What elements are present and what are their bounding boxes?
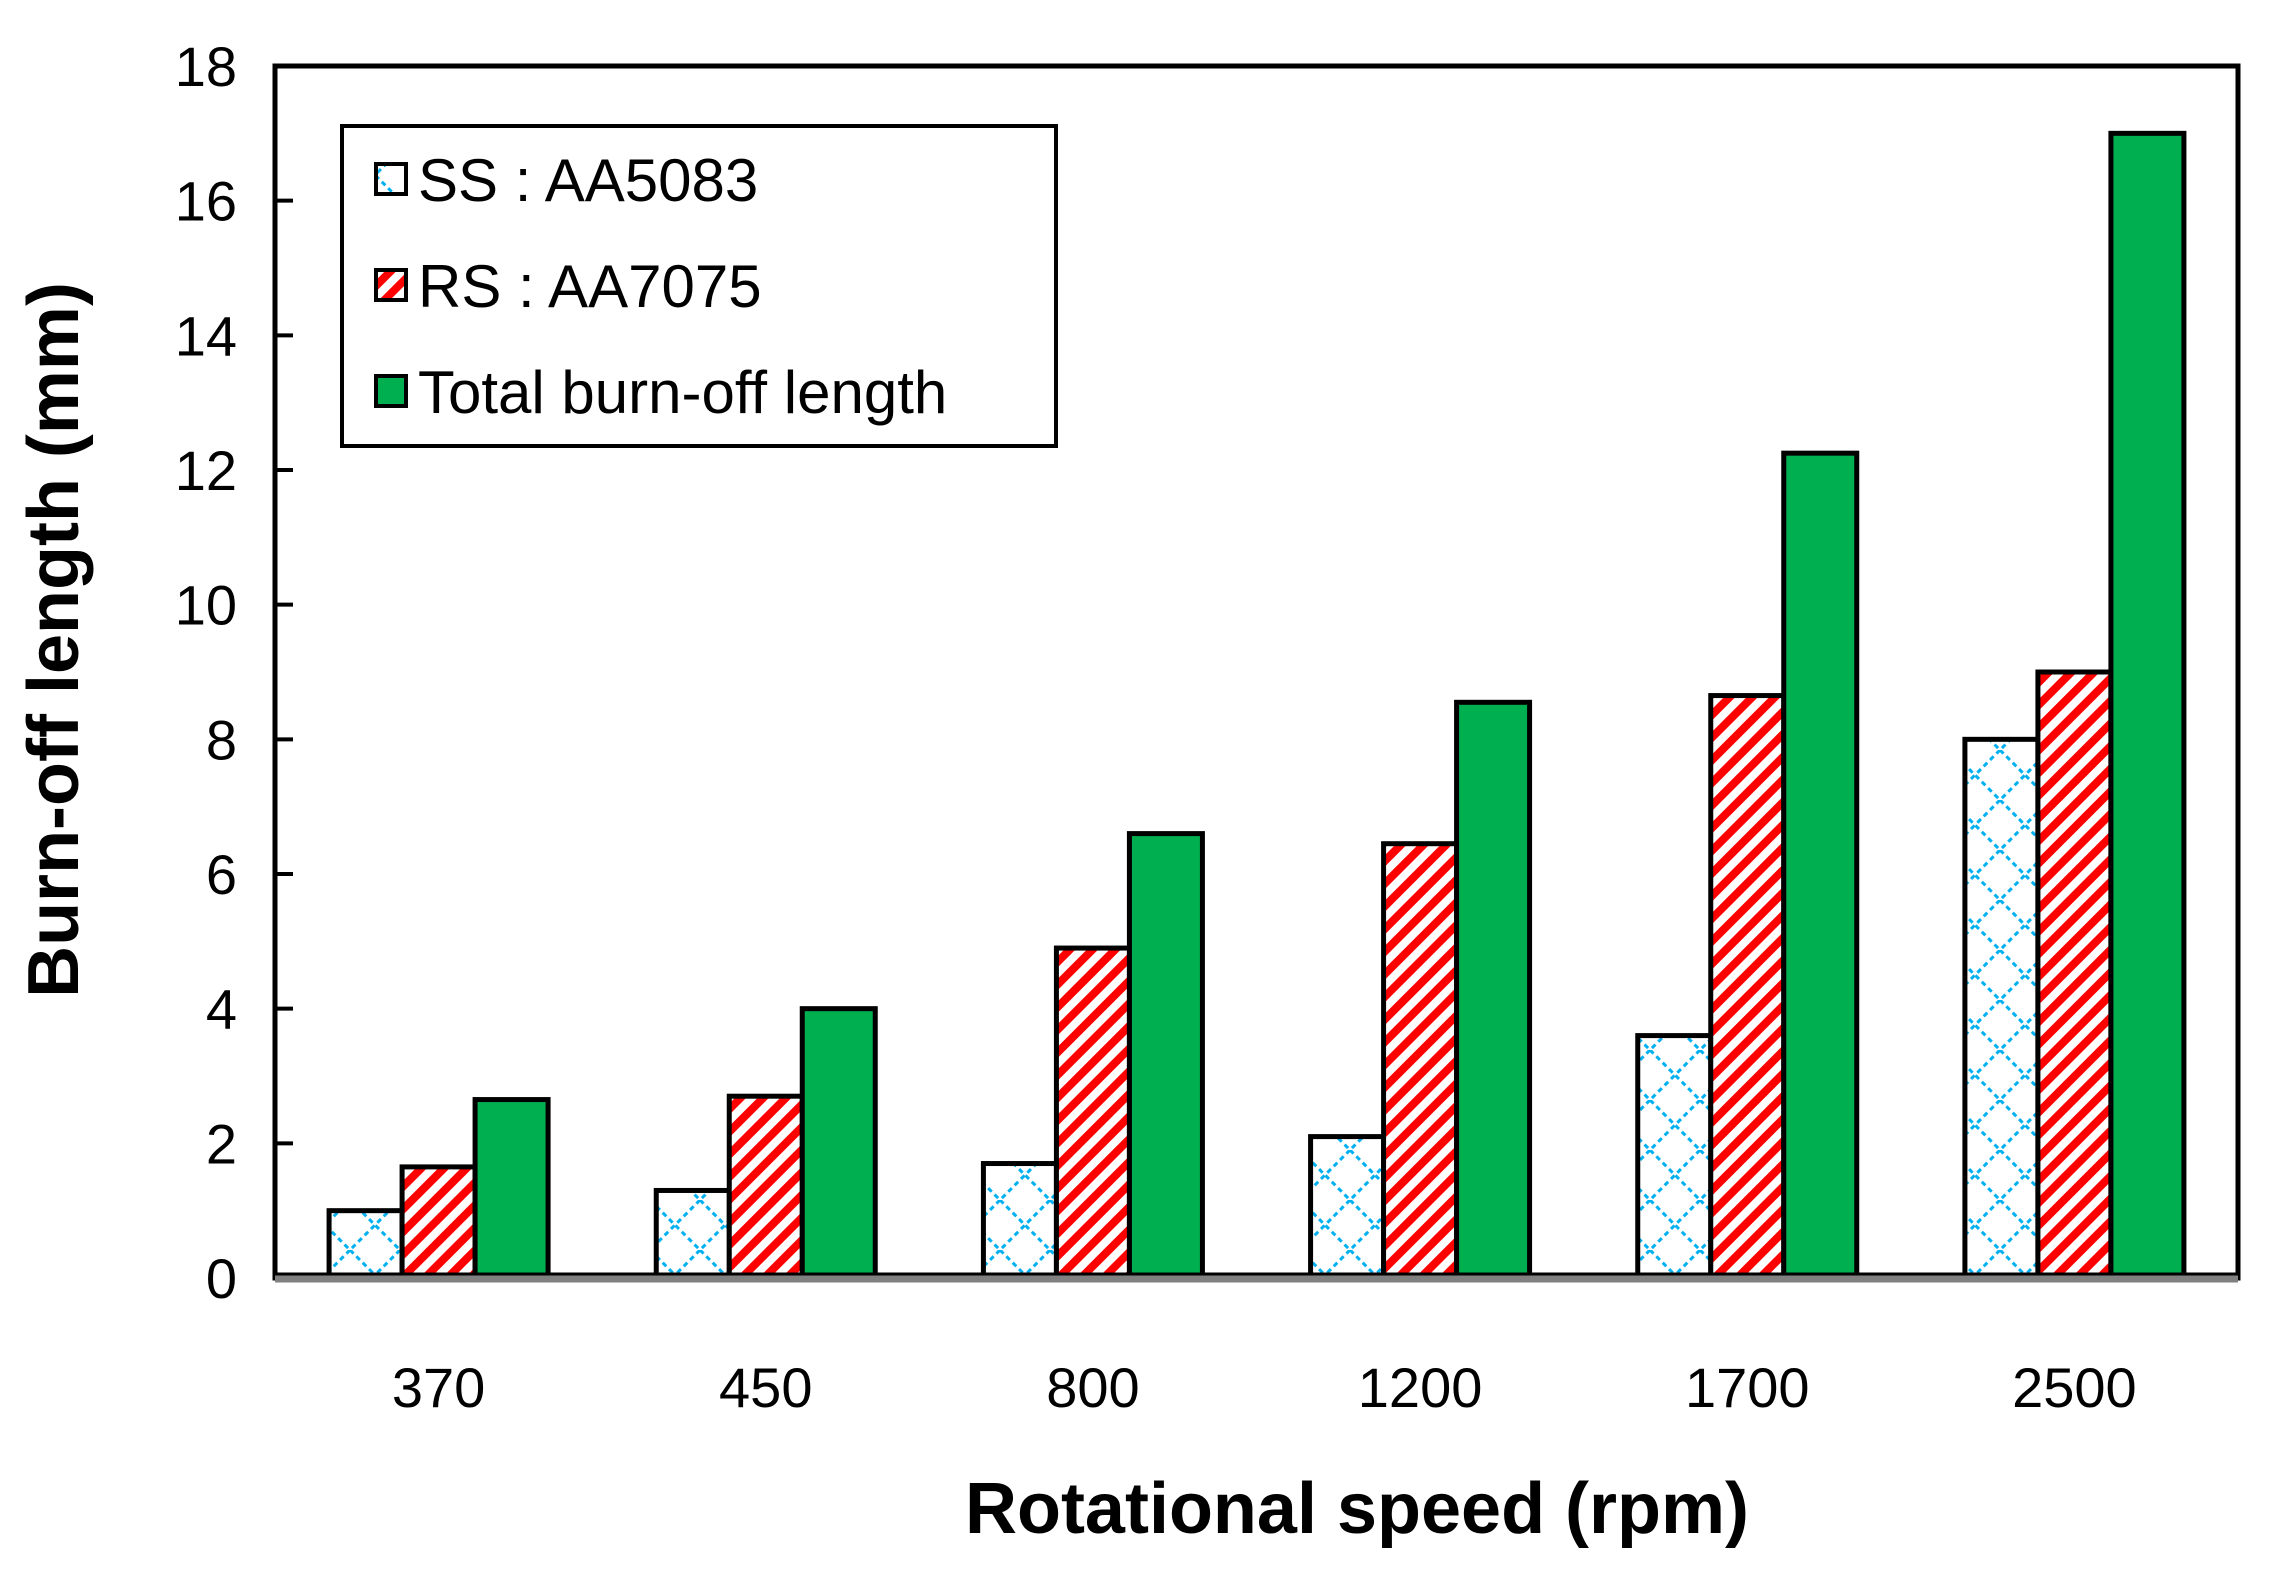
bar-rs-aa7075-2500 xyxy=(2035,669,2114,1281)
bar-total-burn-off-length-1700 xyxy=(1781,450,1860,1281)
y-tick-label: 12 xyxy=(175,439,237,502)
bar-total-burn-off-length-800 xyxy=(1126,831,1205,1281)
bar-ss-aa5083-450 xyxy=(653,1187,732,1281)
x-tick-label-1700: 1700 xyxy=(1685,1356,1810,1419)
bar-rs-aa7075-450 xyxy=(726,1093,805,1281)
bar-rs-aa7075-1200 xyxy=(1381,841,1460,1281)
y-tick-label: 18 xyxy=(175,35,237,98)
y-axis-title: Burn-off length (mm) xyxy=(14,282,94,998)
x-tick-label-1200: 1200 xyxy=(1358,1356,1483,1419)
y-tick-label: 2 xyxy=(206,1112,237,1175)
legend-swatch-ss-aa5083 xyxy=(374,162,408,196)
y-tick-label: 6 xyxy=(206,843,237,906)
bar-ss-aa5083-800 xyxy=(980,1161,1059,1281)
legend: SS : AA5083 RS : AA7075 Total burn-off l… xyxy=(340,124,1058,448)
bar-total-burn-off-length-450 xyxy=(799,1006,878,1281)
bar-ss-aa5083-1200 xyxy=(1308,1134,1387,1281)
x-tick-label-370: 370 xyxy=(392,1356,485,1419)
bar-rs-aa7075-1700 xyxy=(1708,693,1787,1281)
x-axis-title: Rotational speed (rpm) xyxy=(965,1469,1749,1549)
bar-ss-aa5083-370 xyxy=(326,1208,405,1281)
y-tick-label: 0 xyxy=(206,1247,237,1310)
legend-label-total-burn-off-length: Total burn-off length xyxy=(418,359,947,426)
bar-total-burn-off-length-2500 xyxy=(2108,130,2187,1281)
y-tick-label: 14 xyxy=(175,304,237,367)
bar-ss-aa5083-1700 xyxy=(1635,1033,1714,1281)
y-tick-label: 16 xyxy=(175,170,237,233)
x-tick-label-450: 450 xyxy=(719,1356,812,1419)
x-tick-label-800: 800 xyxy=(1046,1356,1139,1419)
bar-total-burn-off-length-370 xyxy=(472,1097,551,1281)
y-tick-label: 4 xyxy=(206,978,237,1041)
y-tick-label: 10 xyxy=(175,574,237,637)
legend-swatch-total-burn-off-length xyxy=(374,374,408,408)
bar-rs-aa7075-800 xyxy=(1053,945,1132,1281)
legend-label-rs-aa7075: RS : AA7075 xyxy=(418,253,762,320)
bar-rs-aa7075-370 xyxy=(399,1164,478,1281)
legend-label-ss-aa5083: SS : AA5083 xyxy=(418,147,758,214)
legend-box xyxy=(340,124,1058,448)
bar-ss-aa5083-2500 xyxy=(1962,736,2041,1281)
bar-total-burn-off-length-1200 xyxy=(1454,699,1533,1281)
legend-swatch-rs-aa7075 xyxy=(374,268,408,302)
y-tick-label: 8 xyxy=(206,708,237,771)
x-tick-label-2500: 2500 xyxy=(2012,1356,2137,1419)
